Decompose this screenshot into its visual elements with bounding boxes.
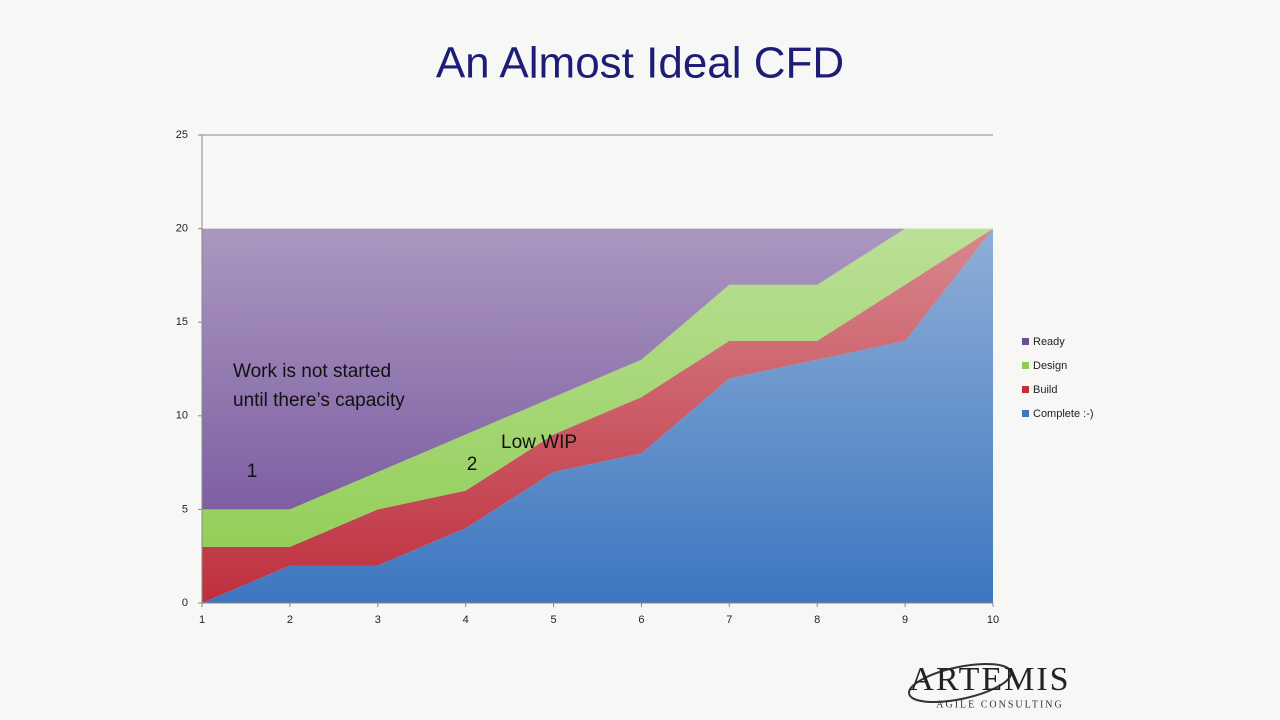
legend-label: Complete :-) [1033,408,1094,420]
area [202,228,993,547]
annotation: Work is not started [233,361,391,382]
x-tick-label: 9 [902,614,908,626]
logo: ARTEMIS AGILE CONSULTING [908,661,1070,710]
x-tick-label: 7 [726,614,732,626]
legend-swatch [1022,410,1029,417]
legend-swatch [1022,338,1029,345]
y-tick-label: 20 [176,223,188,235]
logo-name: ARTEMIS [909,661,1070,698]
x-tick-label: 2 [287,614,293,626]
y-tick-label: 10 [176,410,188,422]
y-tick-label: 5 [182,503,188,515]
annotation: Low WIP [501,432,577,453]
area [202,228,993,603]
x-tick-label: 5 [550,614,556,626]
legend-swatch [1022,386,1029,393]
legend-label: Design [1033,360,1067,372]
x-tick-label: 1 [199,614,205,626]
area [202,228,993,510]
legend-swatch [1022,362,1029,369]
logo-swoosh [908,662,1012,704]
x-tick-label: 3 [375,614,381,626]
x-tick-label: 8 [814,614,820,626]
x-tick-label: 4 [463,614,469,626]
legend-label: Build [1033,384,1057,396]
x-tick-label: 6 [638,614,644,626]
y-tick-label: 25 [176,129,188,141]
logo-tagline: AGILE CONSULTING [936,699,1063,710]
slide-title: An Almost Ideal CFD [436,39,844,88]
x-tick-label: 10 [987,614,999,626]
annotation: 1 [247,461,258,482]
annotation: 2 [467,454,478,475]
annotation: until there’s capacity [233,390,405,411]
y-tick-label: 0 [182,597,188,609]
y-tick-label: 15 [176,316,188,328]
legend-label: Ready [1033,336,1065,348]
